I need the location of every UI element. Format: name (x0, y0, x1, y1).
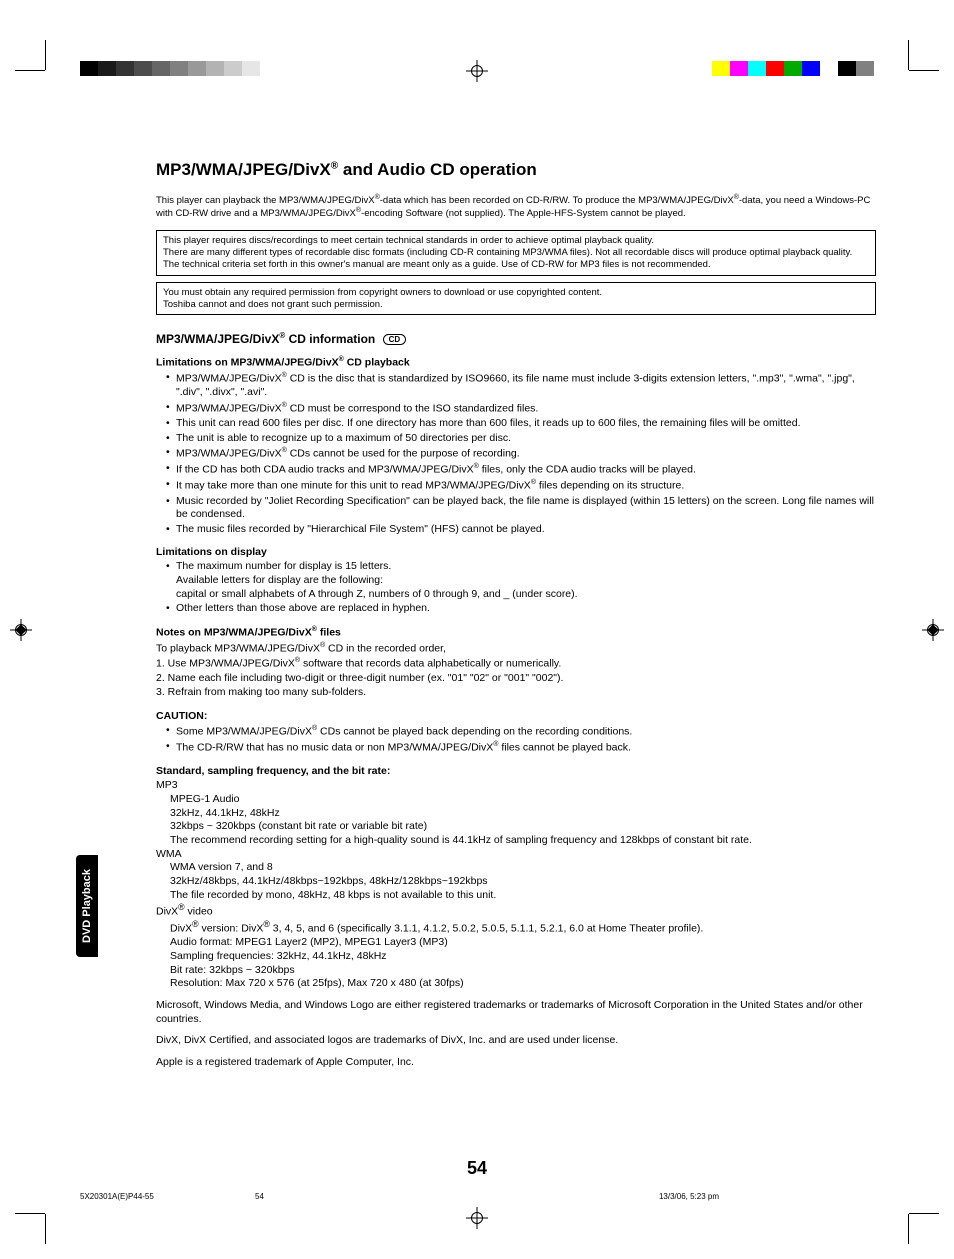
spec-divx-label: DivX® video (156, 902, 876, 919)
subheading-standard: Standard, sampling frequency, and the bi… (156, 765, 876, 777)
spec-wma-details: WMA version 7, and 832kHz/48kbps, 44.1kH… (156, 861, 876, 902)
spec-block: MP3 MPEG-1 Audio32kHz, 44.1kHz, 48kHz32k… (156, 779, 876, 991)
trademark-apple: Apple is a registered trademark of Apple… (156, 1056, 876, 1070)
registration-target-bottom (466, 1207, 488, 1229)
footer-pagenum: 54 (255, 1192, 264, 1201)
list-item: MP3/WMA/JPEG/DivX® CD must be correspond… (166, 401, 876, 416)
page-number: 54 (467, 1158, 487, 1179)
spec-detail-line: Sampling frequencies: 32kHz, 44.1kHz, 48… (156, 950, 876, 964)
list-item: It may take more than one minute for thi… (166, 478, 876, 493)
notice-box-technical: This player requires discs/recordings to… (156, 230, 876, 276)
list-item: The unit is able to recognize up to a ma… (166, 432, 876, 446)
note-intro-text: To playback MP3/WMA/JPEG/DivX® CD in the… (156, 641, 876, 656)
footer-filename: 5X20301A(E)P44-55 (80, 1192, 154, 1201)
list-item: Other letters than those above are repla… (166, 602, 876, 616)
list-item: MP3/WMA/JPEG/DivX® CDs cannot be used fo… (166, 446, 876, 461)
spec-detail-line: DivX® version: DivX® 3, 4, 5, and 6 (spe… (156, 919, 876, 936)
bullet-list-display: The maximum number for display is 15 let… (156, 560, 876, 616)
spec-detail-line: Bit rate: 32kbps ~ 320kbps (156, 964, 876, 978)
spec-mp3-label: MP3 (156, 779, 876, 793)
registration-target-left (10, 619, 32, 641)
notice-box-copyright: You must obtain any required permission … (156, 282, 876, 316)
list-item: This unit can read 600 files per disc. I… (166, 417, 876, 431)
spec-detail-line: The recommend recording setting for a hi… (156, 834, 876, 848)
bullet-list-caution: Some MP3/WMA/JPEG/DivX® CDs cannot be pl… (156, 724, 876, 755)
subheading-playback-limitations: Limitations on MP3/WMA/JPEG/DivX® CD pla… (156, 356, 876, 369)
list-item: If the CD has both CDA audio tracks and … (166, 462, 876, 477)
list-item: Music recorded by "Joliet Recording Spec… (166, 495, 876, 522)
list-item: MP3/WMA/JPEG/DivX® CD is the disc that i… (166, 371, 876, 400)
list-item: The CD-R/RW that has no music data or no… (166, 740, 876, 755)
crop-mark-br (894, 1199, 924, 1229)
footer-timestamp: 13/3/06, 5:23 pm (659, 1192, 719, 1201)
section-tab: DVD Playback (76, 855, 98, 957)
spec-detail-line: 32kHz/48kbps, 44.1kHz/48kbps~192kbps, 48… (156, 875, 876, 889)
numbered-list-notes: 1. Use MP3/WMA/JPEG/DivX® software that … (156, 656, 876, 700)
list-item: 1. Use MP3/WMA/JPEG/DivX® software that … (156, 656, 876, 671)
registration-target-top (466, 60, 488, 82)
list-item: The music files recorded by "Hierarchica… (166, 523, 876, 537)
subheading-caution: CAUTION: (156, 710, 876, 722)
trademark-microsoft: Microsoft, Windows Media, and Windows Lo… (156, 999, 876, 1026)
subheading-display-limitations: Limitations on display (156, 546, 876, 558)
registration-target-right (922, 619, 944, 641)
spec-wma-label: WMA (156, 848, 876, 862)
section-heading-cd-info: MP3/WMA/JPEG/DivX® CD information CD (156, 331, 876, 346)
spec-detail-line: Audio format: MPEG1 Layer2 (MP2), MPEG1 … (156, 936, 876, 950)
list-item: 3. Refrain from making too many sub-fold… (156, 686, 876, 700)
list-item: The maximum number for display is 15 let… (166, 560, 876, 601)
spec-detail-line: The file recorded by mono, 48kHz, 48 kbp… (156, 889, 876, 903)
list-item: 2. Name each file including two-digit or… (156, 672, 876, 686)
cmyk-calibration-bar (712, 61, 874, 76)
trademark-divx: DivX, DivX Certified, and associated log… (156, 1034, 876, 1048)
list-item: Some MP3/WMA/JPEG/DivX® CDs cannot be pl… (166, 724, 876, 739)
bullet-list-playback: MP3/WMA/JPEG/DivX® CD is the disc that i… (156, 371, 876, 537)
spec-detail-line: WMA version 7, and 8 (156, 861, 876, 875)
spec-mp3-details: MPEG-1 Audio32kHz, 44.1kHz, 48kHz32kbps … (156, 793, 876, 848)
grayscale-calibration-bar (80, 61, 278, 76)
disc-icon: CD (383, 334, 407, 345)
crop-mark-tl (30, 55, 60, 85)
spec-detail-line: MPEG-1 Audio (156, 793, 876, 807)
subheading-notes-files: Notes on MP3/WMA/JPEG/DivX® files (156, 626, 876, 639)
crop-mark-tr (894, 55, 924, 85)
spec-detail-line: 32kbps ~ 320kbps (constant bit rate or v… (156, 820, 876, 834)
spec-detail-line: Resolution: Max 720 x 576 (at 25fps), Ma… (156, 977, 876, 991)
intro-paragraph: This player can playback the MP3/WMA/JPE… (156, 194, 876, 220)
page-content: MP3/WMA/JPEG/DivX® and Audio CD operatio… (156, 160, 876, 1070)
spec-detail-line: 32kHz, 44.1kHz, 48kHz (156, 807, 876, 821)
crop-mark-bl (30, 1199, 60, 1229)
spec-divx-details: DivX® version: DivX® 3, 4, 5, and 6 (spe… (156, 919, 876, 991)
page-title: MP3/WMA/JPEG/DivX® and Audio CD operatio… (156, 160, 876, 180)
